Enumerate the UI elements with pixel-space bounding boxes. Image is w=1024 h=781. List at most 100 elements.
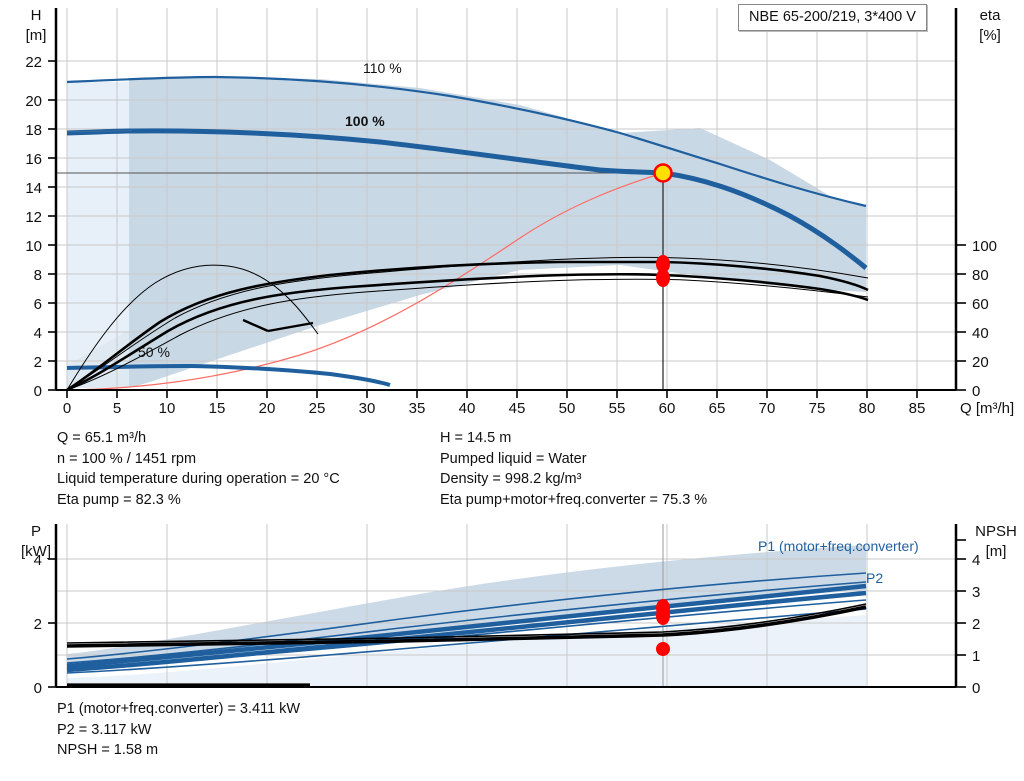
eta-variant-2 (66, 278, 869, 391)
lower-right-ticks: 0 1 2 3 4 (956, 539, 980, 697)
info-p2: P2 = 3.117 kW (57, 721, 152, 738)
info-temperature: Liquid temperature during operation = 20… (57, 471, 340, 487)
info-p1: P1 (motor+freq.converter) = 3.411 kW (57, 701, 301, 717)
upper-eta-tick-100: 100 (972, 238, 997, 255)
upper-eta-tick-40: 40 (972, 325, 989, 342)
upper-y-tick-18: 18 (25, 122, 42, 139)
upper-right-ticks: 0 20 40 60 80 100 (956, 238, 997, 400)
operating-data-right: H = 14.5 m Pumped liquid = Water Density… (440, 428, 707, 510)
upper-axes (54, 8, 958, 391)
p2-series-label: P2 (866, 570, 883, 586)
lower-npsh-tick-2: 2 (972, 616, 980, 633)
lower-npsh-tick-1: 1 (972, 648, 980, 665)
head-curve-100-thin-left (66, 130, 133, 133)
upper-duty-markers (653, 163, 673, 287)
upper-x-tick-35: 35 (409, 400, 426, 417)
upper-x-tick-40: 40 (459, 400, 476, 417)
upper-x-tick-70: 70 (759, 400, 776, 417)
upper-x-tick-65: 65 (709, 400, 726, 417)
lower-y-axis-title-line1: P (31, 523, 41, 540)
power-npsh-chart: 0 2 4 P [kW] 0 1 2 3 4 NPSH [m] P1 (moto… (21, 523, 1017, 697)
npsh-curves (66, 603, 867, 687)
upper-y-tick-8: 8 (34, 267, 42, 284)
upper-eta-tick-80: 80 (972, 267, 989, 284)
eta-total-marker (656, 269, 670, 287)
head-curve-110 (66, 75, 867, 208)
power-data-block: P1 (motor+freq.converter) = 3.411 kW P2 … (57, 699, 300, 761)
duty-point-marker[interactable] (653, 163, 673, 183)
eta-pump-curve (66, 260, 869, 392)
upper-x-tick-45: 45 (509, 400, 526, 417)
upper-x-tick-60: 60 (659, 400, 676, 417)
lower-left-ticks: 0 2 4 (34, 552, 56, 697)
lower-npsh-tick-0: 0 (972, 680, 980, 697)
head-curve-50 (66, 363, 391, 387)
upper-y-tick-20: 20 (25, 93, 42, 110)
upper-y-tick-22: 22 (25, 54, 42, 71)
npsh-curve-variant (66, 603, 867, 644)
upper-y-tick-16: 16 (25, 151, 42, 168)
upper-x-axis-title: Q [m³/h] (960, 400, 1014, 417)
upper-y-tick-6: 6 (34, 296, 42, 313)
info-liquid: Pumped liquid = Water (440, 450, 587, 467)
info-flow: Q = 65.1 m³/h (57, 430, 147, 446)
lower-y2-axis-title-line1: NPSH (975, 523, 1017, 540)
info-head: H = 14.5 m (440, 430, 512, 446)
upper-x-tick-10: 10 (159, 400, 176, 417)
upper-y-axis-title-line1: H (31, 7, 42, 24)
npsh-curve (66, 605, 867, 648)
upper-x-tick-85: 85 (909, 400, 926, 417)
upper-y-tick-4: 4 (34, 325, 42, 342)
lower-npsh-tick-3: 3 (972, 584, 980, 601)
p1-series-label: P1 (motor+freq.converter) (758, 538, 919, 554)
curve-label-100: 100 % (345, 113, 385, 129)
p1-curve (66, 583, 867, 669)
upper-y-tick-0: 0 (34, 383, 42, 400)
head-curve-100 (66, 128, 868, 270)
curve-label-110: 110 % (363, 60, 402, 76)
lower-npsh-tick-4: 4 (972, 552, 980, 569)
head-efficiency-chart: 0 2 4 6 8 10 12 14 16 18 20 22 H [m] (25, 7, 1014, 417)
upper-x-tick-30: 30 (359, 400, 376, 417)
upper-x-tick-80: 80 (859, 400, 876, 417)
lower-p-tick-4: 4 (34, 552, 42, 569)
upper-y-tick-2: 2 (34, 354, 42, 371)
upper-x-tick-50: 50 (559, 400, 576, 417)
eta-crossing-mark (242, 318, 314, 333)
upper-x-tick-55: 55 (609, 400, 626, 417)
upper-y-tick-10: 10 (25, 238, 42, 255)
model-title: NBE 65-200/219, 3*400 V (749, 9, 916, 25)
curve-label-50: 50 % (138, 344, 170, 360)
eta-pump-marker (656, 255, 670, 273)
system-curve (66, 172, 664, 391)
upper-y-tick-14: 14 (25, 180, 42, 197)
upper-x-tick-75: 75 (809, 400, 826, 417)
lower-p-tick-0: 0 (34, 680, 42, 697)
p2-duty-marker (656, 607, 670, 625)
upper-x-tick-25: 25 (309, 400, 326, 417)
info-npsh: NPSH = 1.58 m (57, 742, 159, 758)
upper-y2-axis-title-line1: eta (980, 7, 1002, 24)
upper-y-tick-12: 12 (25, 209, 42, 226)
upper-x-tick-5: 5 (113, 400, 121, 417)
operating-data-left: Q = 65.1 m³/h n = 100 % / 1451 rpm Liqui… (57, 428, 340, 510)
lower-y-axis-title-line2: [kW] (21, 543, 51, 560)
eta-total-curve (66, 272, 869, 392)
upper-eta-tick-0: 0 (972, 383, 980, 400)
upper-x-tick-0: 0 (63, 400, 71, 417)
lower-p-tick-2: 2 (34, 616, 42, 633)
lower-duty-markers (656, 599, 670, 656)
info-density: Density = 998.2 kg/m³ (440, 471, 582, 487)
npsh-duty-marker (656, 642, 670, 656)
info-speed: n = 100 % / 1451 rpm (57, 450, 197, 467)
eta-50-arc (66, 264, 319, 391)
upper-eta-tick-60: 60 (972, 296, 989, 313)
lower-axes (54, 524, 958, 688)
upper-y2-axis-title-line2: [%] (979, 27, 1001, 44)
upper-x-ticks: 0 5 10 15 20 25 30 35 40 45 50 55 60 65 … (63, 390, 1014, 417)
model-title-box: NBE 65-200/219, 3*400 V (738, 4, 927, 32)
lower-y2-axis-title-line2: [m] (986, 543, 1007, 560)
info-eta-total: Eta pump+motor+freq.converter = 75.3 % (440, 491, 708, 508)
upper-eta-tick-20: 20 (972, 354, 989, 371)
